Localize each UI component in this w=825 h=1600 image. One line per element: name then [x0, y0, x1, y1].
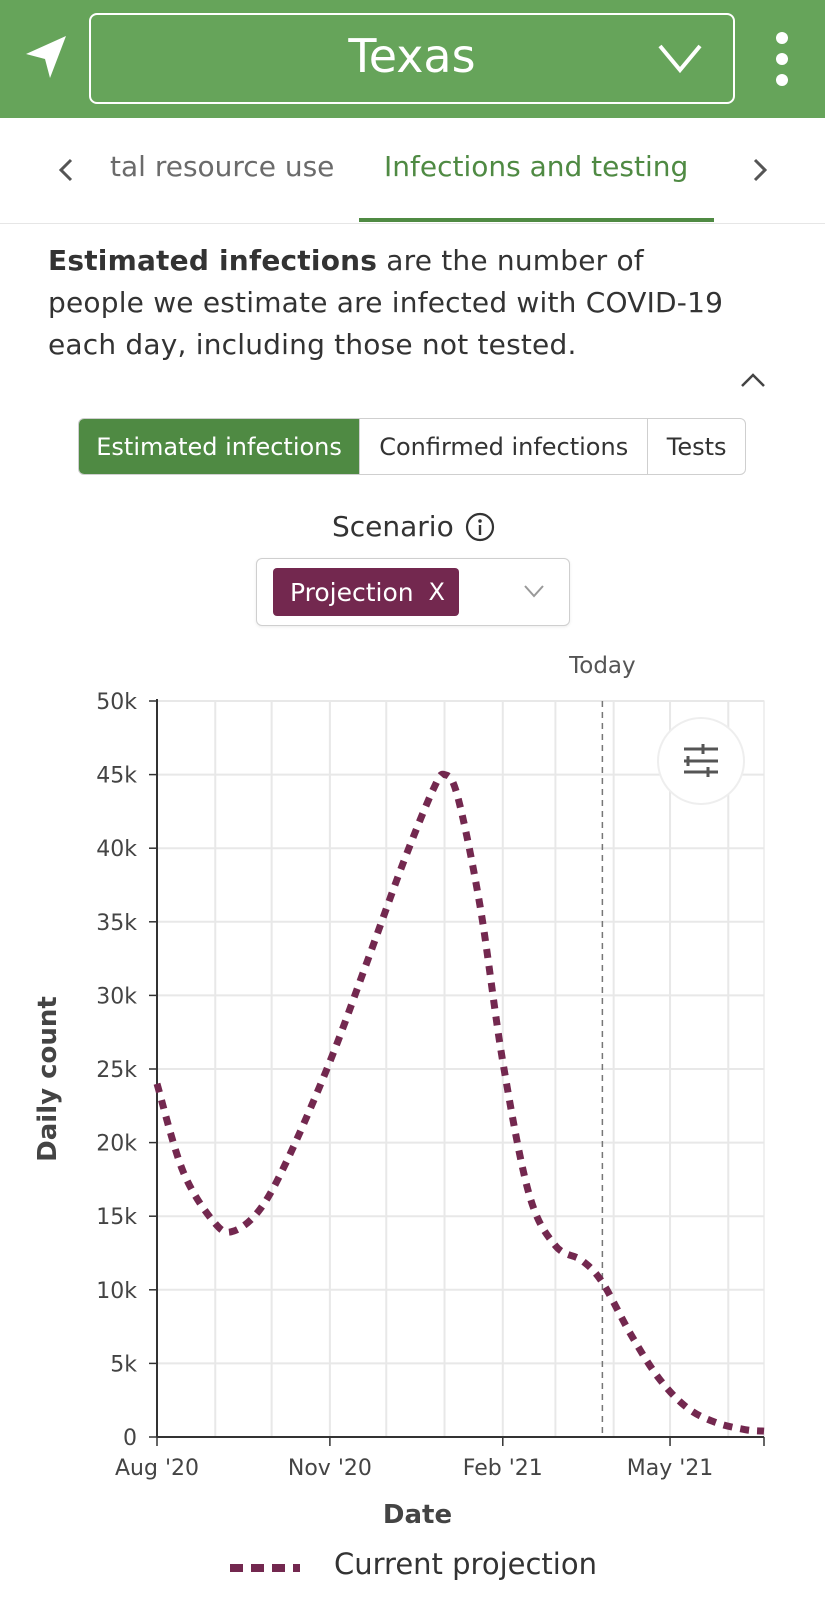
series-line-current-projection [153, 770, 765, 1435]
x-axis-label: Date [383, 1500, 452, 1530]
scenario-chip-label: Projection [290, 577, 414, 607]
app-header: Texas [0, 0, 825, 118]
remove-chip-button[interactable]: X [428, 578, 445, 606]
location-button[interactable] [18, 30, 74, 86]
y-tick-label: 45k [96, 764, 137, 789]
y-tick-label: 10k [96, 1279, 137, 1304]
y-tick-label: 0 [123, 1426, 137, 1451]
y-tick-label: 50k [96, 690, 137, 715]
tab-next-button[interactable] [742, 152, 778, 188]
state-name: Texas [348, 29, 476, 83]
legend-swatch [230, 1564, 300, 1572]
chevron-right-icon [753, 158, 768, 182]
x-tick-label: Aug '20 [115, 1456, 199, 1481]
x-tick-label: Feb '21 [463, 1456, 543, 1481]
navigation-arrow-icon [26, 36, 66, 78]
y-tick-label: 40k [96, 837, 137, 862]
sliders-icon [684, 744, 718, 777]
today-label: Today [568, 653, 636, 679]
y-tick-label: 20k [96, 1132, 137, 1157]
tab-bar: tal resource use Infections and testing [0, 118, 825, 224]
state-selector[interactable]: Texas [89, 13, 735, 104]
scenario-chip: Projection X [273, 568, 459, 616]
more-menu-button[interactable] [764, 28, 800, 90]
metric-description: Estimated infections are the number of p… [48, 240, 748, 366]
y-tick-label: 15k [96, 1205, 137, 1230]
description-term: Estimated infections [48, 244, 378, 277]
infections-chart: 0 5k 10k 15k 20k 25k 30k 35k 40k 45k 50k Aug '20 Nov… [33, 653, 765, 1530]
chevron-left-icon [58, 158, 73, 182]
more-vertical-icon [776, 32, 788, 44]
tab-prev-button[interactable] [48, 152, 84, 188]
y-tick-label: 30k [96, 984, 137, 1009]
segment-confirmed-infections[interactable]: Confirmed infections [360, 419, 649, 474]
y-axis-label: Daily count [33, 996, 63, 1162]
legend-label: Current projection [334, 1547, 597, 1581]
chevron-down-icon [658, 44, 702, 74]
chevron-up-icon[interactable] [738, 366, 768, 396]
x-tick-label: May '21 [627, 1456, 714, 1481]
tab-hospital-resource-use[interactable]: tal resource use [110, 150, 335, 183]
y-tick-label: 25k [96, 1058, 137, 1083]
active-tab-indicator [359, 218, 714, 222]
description-text: are the number of people we estimate are… [48, 244, 724, 361]
segment-estimated-infections[interactable]: Estimated infections [79, 419, 361, 474]
scenario-select[interactable]: Projection X [256, 558, 570, 626]
info-icon[interactable] [464, 511, 496, 543]
y-tick-label: 35k [96, 911, 137, 936]
metric-segmented-control: Estimated infections Confirmed infection… [78, 418, 746, 475]
scenario-label: Scenario [332, 510, 454, 543]
y-tick-label: 5k [110, 1352, 137, 1377]
x-tick-label: Nov '20 [288, 1456, 372, 1481]
tab-infections-and-testing[interactable]: Infections and testing [384, 150, 689, 183]
segment-tests[interactable]: Tests [666, 432, 727, 461]
chevron-down-icon [524, 585, 544, 598]
chart-settings-button[interactable] [657, 717, 745, 805]
